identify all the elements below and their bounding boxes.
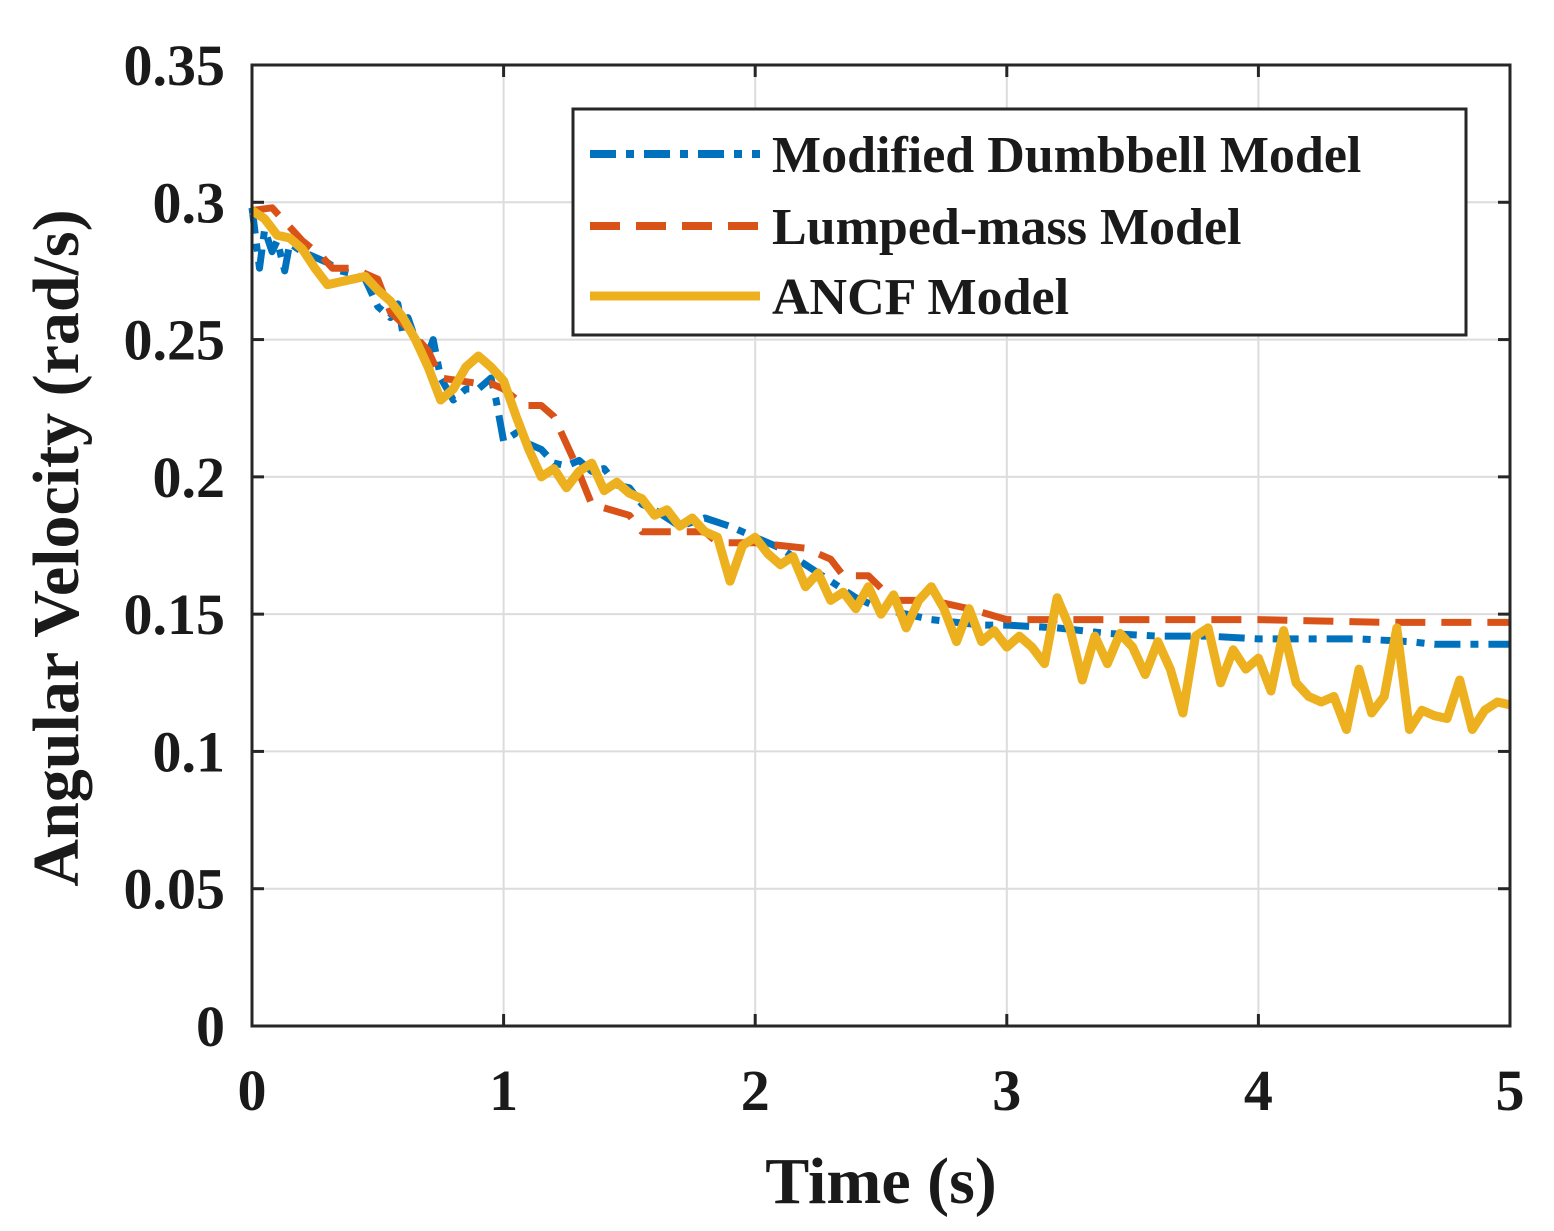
legend-label-lumped-mass: Lumped-mass Model xyxy=(772,199,1241,256)
y-axis-label: Angular Velocity (rad/s) xyxy=(20,209,93,886)
series-group xyxy=(248,204,1511,734)
x-tick-label: 2 xyxy=(741,1058,770,1123)
legend-label-modified-dumbbell: Modified Dumbbell Model xyxy=(772,127,1361,184)
tick-labels: 0 1 2 3 4 5 0 0.05 0.1 0.15 0.2 0.25 0.3 0.35 xyxy=(124,33,1525,1123)
legend: Modified Dumbbell Model Lumped-mass Mode… xyxy=(571,107,1468,337)
x-tick-label: 1 xyxy=(489,1058,518,1123)
y-tick-label: 0 xyxy=(196,994,225,1059)
x-tick-label: 0 xyxy=(238,1058,267,1123)
y-tick-label: 0.1 xyxy=(153,719,226,784)
x-axis-label: Time (s) xyxy=(765,1145,997,1218)
y-tick-label: 0.35 xyxy=(124,33,226,98)
y-tick-label: 0.15 xyxy=(124,582,226,647)
y-tick-label: 0.2 xyxy=(153,445,226,510)
series-line-ancf xyxy=(249,206,1511,734)
legend-label-ancf: ANCF Model xyxy=(772,269,1069,326)
y-tick-label: 0.25 xyxy=(124,308,226,373)
x-tick-label: 3 xyxy=(992,1058,1021,1123)
y-tick-label: 0.3 xyxy=(153,170,226,235)
series-line-modified-dumbbell xyxy=(248,207,1510,648)
x-tick-label: 4 xyxy=(1244,1058,1273,1123)
plot-area-border xyxy=(250,63,1512,1028)
y-tick-label: 0.05 xyxy=(124,857,226,922)
x-tick-label: 5 xyxy=(1496,1058,1525,1123)
